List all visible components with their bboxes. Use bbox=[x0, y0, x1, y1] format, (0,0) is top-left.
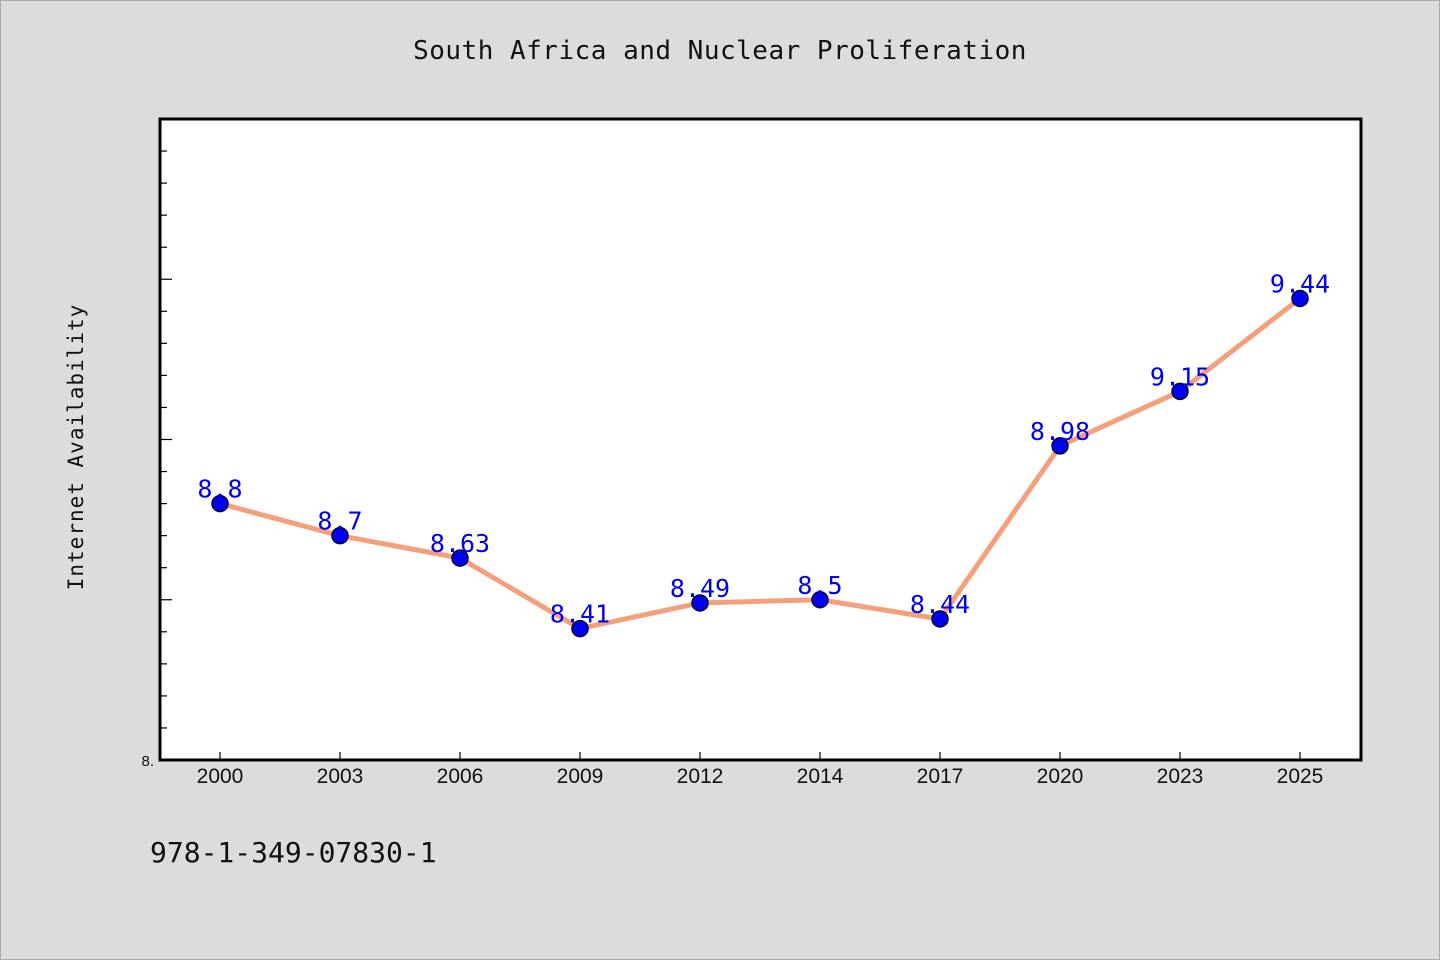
x-tick-label: 2012 bbox=[677, 765, 724, 788]
data-label: 8.44 bbox=[910, 590, 970, 619]
data-point bbox=[571, 619, 589, 638]
chart-title: South Africa and Nuclear Proliferation bbox=[413, 36, 1027, 66]
data-label: 8.5 bbox=[797, 571, 842, 600]
data-label: 8.63 bbox=[430, 529, 490, 558]
x-tick-label: 2023 bbox=[1157, 765, 1204, 788]
data-markers bbox=[211, 289, 1309, 638]
data-point bbox=[1051, 437, 1069, 455]
x-tick-label: 2000 bbox=[197, 765, 244, 788]
x-tick-label: 2017 bbox=[917, 765, 964, 788]
data-label: 8.7 bbox=[317, 507, 362, 536]
x-tick-label: 2003 bbox=[317, 765, 364, 788]
isbn-text: 978-1-349-07830-1 bbox=[150, 836, 437, 869]
data-point bbox=[1291, 289, 1309, 308]
y-tick-label: 8. bbox=[141, 753, 154, 770]
x-tick-label: 2025 bbox=[1277, 765, 1324, 788]
data-point bbox=[1171, 382, 1189, 401]
x-axis-ticks: 2000 2003 2006 2009 2012 2014 2017 2020 2023 2025 bbox=[197, 752, 1324, 788]
data-point bbox=[811, 591, 829, 609]
data-label: 9.44 bbox=[1270, 269, 1330, 298]
plot-area bbox=[158, 117, 1363, 762]
data-label: 8.49 bbox=[670, 574, 730, 603]
x-tick-label: 2009 bbox=[557, 765, 604, 788]
data-label: 8.41 bbox=[550, 600, 610, 629]
data-point bbox=[331, 526, 349, 545]
data-point bbox=[691, 594, 709, 612]
y-axis-ticks bbox=[160, 150, 172, 729]
data-label: 8.98 bbox=[1030, 417, 1090, 446]
data-point bbox=[211, 494, 229, 513]
x-tick-label: 2014 bbox=[797, 765, 844, 788]
data-point bbox=[451, 549, 469, 567]
data-labels: 8.8 8.7 8.63 8.41 8.49 8.5 8.44 8.98 9.15 9.44 bbox=[197, 269, 1330, 628]
x-tick-label: 2006 bbox=[437, 765, 484, 788]
data-point bbox=[931, 610, 949, 628]
series-line bbox=[219, 296, 1302, 632]
x-tick-label: 2020 bbox=[1037, 765, 1084, 788]
data-label: 8.8 bbox=[197, 475, 242, 504]
data-label: 9.15 bbox=[1150, 362, 1210, 391]
